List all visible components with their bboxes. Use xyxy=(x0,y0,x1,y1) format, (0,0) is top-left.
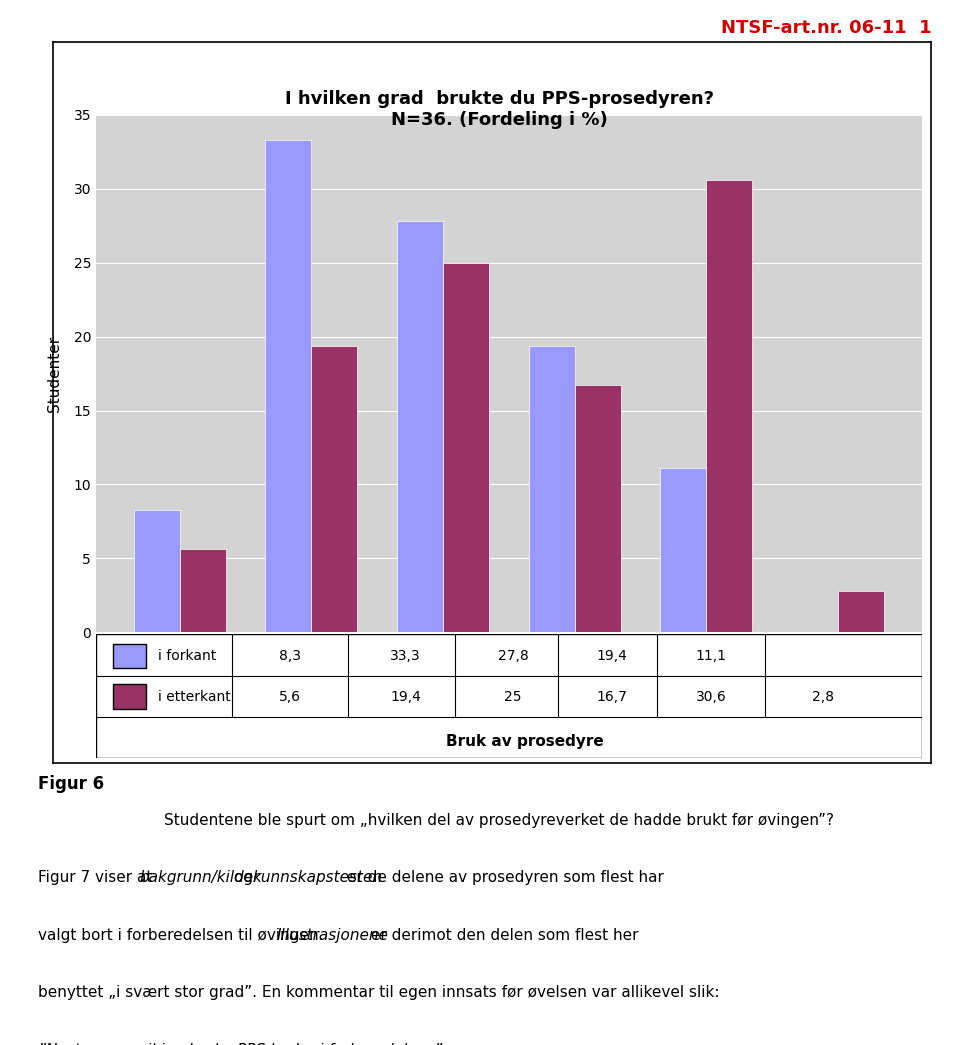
Bar xyxy=(529,346,575,632)
Bar xyxy=(707,180,753,632)
Text: i forkant: i forkant xyxy=(157,649,216,663)
Text: 25: 25 xyxy=(504,690,521,703)
Text: er derimot den delen som flest her: er derimot den delen som flest her xyxy=(366,928,638,943)
Text: 11,1: 11,1 xyxy=(696,649,727,663)
Bar xyxy=(396,222,443,632)
Text: benyttet „i svært stor grad”. En kommentar til egen innsats før øvelsen var alli: benyttet „i svært stor grad”. En komment… xyxy=(38,985,720,1000)
Text: 16,7: 16,7 xyxy=(596,690,628,703)
Text: 19,4: 19,4 xyxy=(390,690,421,703)
Text: Bruk av prosedyre: Bruk av prosedyre xyxy=(446,734,604,749)
Text: ”Neste gang vil jeg bruke PPS bedre i forberedelsen”.: ”Neste gang vil jeg bruke PPS bedre i fo… xyxy=(38,1043,447,1045)
Text: Figur 7 viser at: Figur 7 viser at xyxy=(38,870,157,885)
Text: valgt bort i forberedelsen til øvingen.: valgt bort i forberedelsen til øvingen. xyxy=(38,928,328,943)
Text: 19,4: 19,4 xyxy=(596,649,628,663)
Bar xyxy=(311,346,357,632)
Bar xyxy=(133,510,180,632)
FancyBboxPatch shape xyxy=(112,644,146,668)
Text: 2,8: 2,8 xyxy=(811,690,833,703)
Bar xyxy=(660,468,707,632)
Text: bakgrunn/kilder: bakgrunn/kilder xyxy=(139,870,260,885)
Bar xyxy=(265,140,311,632)
Y-axis label: Studenter: Studenter xyxy=(47,335,62,412)
Text: i etterkant: i etterkant xyxy=(157,690,230,703)
Text: 30,6: 30,6 xyxy=(696,690,727,703)
FancyBboxPatch shape xyxy=(96,634,922,758)
Text: og: og xyxy=(228,870,257,885)
Text: 5,6: 5,6 xyxy=(279,690,301,703)
Text: 27,8: 27,8 xyxy=(497,649,528,663)
Text: kunnskapstesten: kunnskapstesten xyxy=(252,870,383,885)
Text: 33,3: 33,3 xyxy=(391,649,420,663)
Text: Studentene ble spurt om „hvilken del av prosedyreverket de hadde brukt før øving: Studentene ble spurt om „hvilken del av … xyxy=(164,813,834,828)
Text: N=36. (Fordeling i %): N=36. (Fordeling i %) xyxy=(391,111,608,130)
Text: I hvilken grad  brukte du PPS-prosedyren?: I hvilken grad brukte du PPS-prosedyren? xyxy=(285,90,713,109)
Bar xyxy=(575,386,621,632)
Text: er de delene av prosedyren som flest har: er de delene av prosedyren som flest har xyxy=(342,870,663,885)
Bar xyxy=(838,590,884,632)
Text: Figur 6: Figur 6 xyxy=(38,775,105,793)
Bar xyxy=(180,550,226,632)
Text: NTSF-art.nr. 06-11  1: NTSF-art.nr. 06-11 1 xyxy=(721,19,931,37)
FancyBboxPatch shape xyxy=(112,684,146,709)
Bar xyxy=(443,262,489,632)
Text: 8,3: 8,3 xyxy=(279,649,301,663)
Text: Illustrasjonene: Illustrasjonene xyxy=(276,928,389,943)
